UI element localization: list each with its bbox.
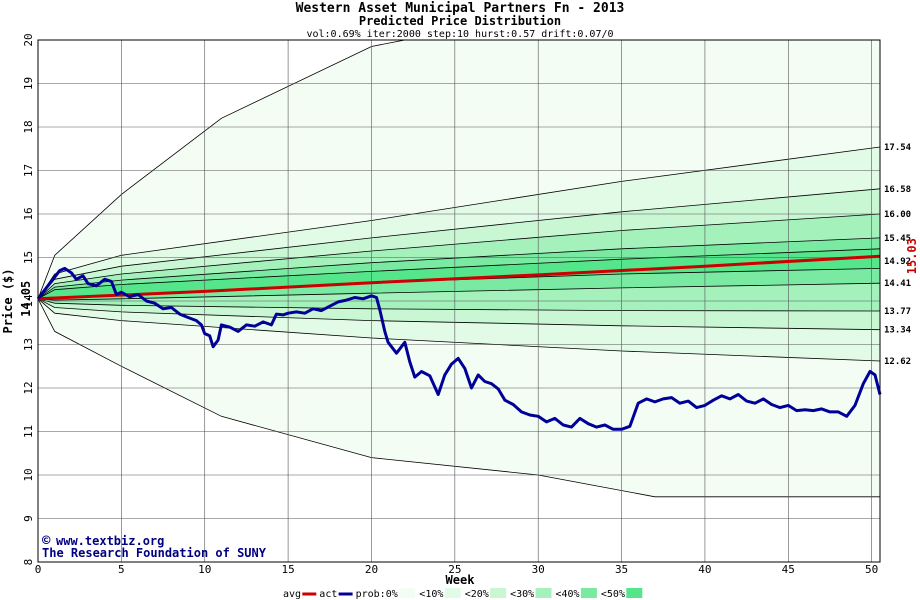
y-tick-19: 19 xyxy=(22,77,35,90)
x-tick-20: 20 xyxy=(365,563,378,576)
chart-subtitle: Predicted Price Distribution xyxy=(359,14,561,28)
percentile-label-5: 14.41 xyxy=(884,279,911,289)
x-tick-30: 30 xyxy=(532,563,545,576)
legend-swatch-3 xyxy=(444,588,461,598)
band-4-lower-line xyxy=(37,282,881,301)
avg-line xyxy=(37,254,881,301)
y-tick-10: 10 xyxy=(22,468,35,481)
y-tick-12: 12 xyxy=(22,381,35,394)
x-tick-labels: 0 5 10 15 20 25 30 35 40 45 50 xyxy=(35,563,879,576)
legend-label-3: <10% xyxy=(419,589,443,600)
watermark-org: The Research Foundation of SUNY xyxy=(42,546,267,560)
legend-label-6: <40% xyxy=(556,589,580,600)
chart-title: Western Asset Municipal Partners Fn - 20… xyxy=(296,1,625,16)
x-axis-label: Week xyxy=(446,573,476,587)
legend-swatch-7 xyxy=(626,588,643,598)
y-tick-15: 15 xyxy=(22,251,35,264)
legend-label-1: act xyxy=(319,589,337,600)
percentile-label-4: 14.92 xyxy=(884,257,911,267)
band-0-lower-line xyxy=(37,298,880,498)
copyright-symbol: © xyxy=(42,533,51,549)
legend-label-0: avg xyxy=(283,589,301,600)
legend-swatch-5 xyxy=(535,588,552,598)
actual-price-line xyxy=(36,266,882,431)
y-tick-13: 13 xyxy=(22,338,35,351)
y-tick-17: 17 xyxy=(22,164,35,177)
x-tick-10: 10 xyxy=(198,563,211,576)
y-tick-16: 16 xyxy=(22,207,35,220)
legend-label-2: prob:0% xyxy=(356,589,398,600)
legend: avg act prob:0% <10% <20% <30% <40% <50% xyxy=(283,588,643,600)
x-tick-0: 0 xyxy=(35,563,42,576)
band-4-upper-line xyxy=(37,237,881,300)
x-tick-45: 45 xyxy=(782,563,795,576)
y-tick-11: 11 xyxy=(22,425,35,438)
watermark: © www.textbiz.org The Research Foundatio… xyxy=(42,533,267,560)
percentile-label-1: 16.58 xyxy=(884,185,911,195)
x-tick-40: 40 xyxy=(698,563,711,576)
percentile-label-7: 13.34 xyxy=(884,326,912,336)
x-tick-15: 15 xyxy=(281,563,294,576)
legend-swatch-4 xyxy=(490,588,507,598)
legend-label-7: <50% xyxy=(601,589,625,600)
chart-params: vol:0.69% iter:2000 step:10 hurst:0.57 d… xyxy=(306,29,613,40)
y-tick-8: 8 xyxy=(22,559,35,566)
band-3-upper-line xyxy=(37,213,881,300)
band-5 xyxy=(38,248,880,299)
plot-frame xyxy=(37,39,881,563)
y-tick-18: 18 xyxy=(22,120,35,133)
end-average-label: 15.03 xyxy=(905,238,919,274)
legend-label-4: <20% xyxy=(465,589,489,600)
band-1-lower-line xyxy=(37,298,881,362)
y-tick-14: 14 xyxy=(22,294,35,308)
y-axis-label: Price ($) xyxy=(1,268,15,333)
grid-lines xyxy=(37,39,880,563)
percentile-label-6: 13.77 xyxy=(884,307,911,317)
y-tick-20: 20 xyxy=(22,33,35,46)
x-tick-5: 5 xyxy=(118,563,125,576)
legend-swatch-6 xyxy=(580,588,597,598)
watermark-url: www.textbiz.org xyxy=(56,534,164,548)
band-3-lower-line xyxy=(37,298,881,312)
y-tick-9: 9 xyxy=(22,515,35,522)
x-tick-50: 50 xyxy=(865,563,878,576)
band-2-lower-line xyxy=(37,298,881,331)
percentile-label-8: 12.62 xyxy=(884,357,911,367)
percentile-labels: 17.54 16.58 16.00 15.45 14.92 14.41 13.77 13.34… xyxy=(884,143,912,367)
percentile-label-3: 15.45 xyxy=(884,234,911,244)
legend-swatch-2 xyxy=(399,588,416,598)
y-tick-labels: 8 9 10 11 12 13 14 15 16 17 18 19 20 xyxy=(22,33,35,565)
x-tick-25: 25 xyxy=(448,563,461,576)
percentile-label-2: 16.00 xyxy=(884,210,911,220)
start-price-label: 14.05 xyxy=(19,281,33,317)
band-1-upper-line xyxy=(37,146,881,300)
percentile-label-0: 17.54 xyxy=(884,143,912,153)
legend-label-5: <30% xyxy=(510,589,534,600)
x-tick-35: 35 xyxy=(615,563,628,576)
